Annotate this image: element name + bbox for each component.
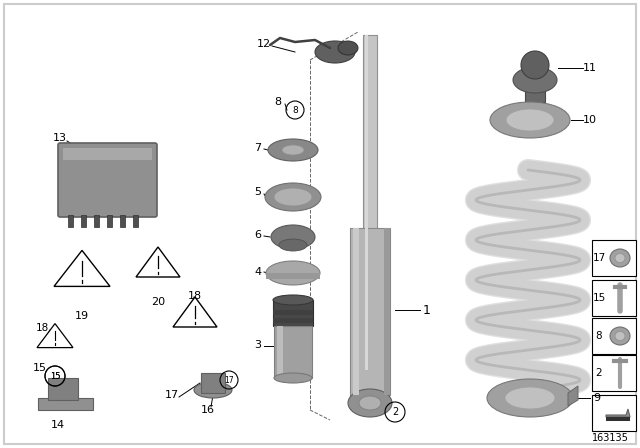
Bar: [38, 398, 93, 410]
Text: 15: 15: [50, 371, 60, 380]
Text: 163135: 163135: [591, 433, 628, 443]
Ellipse shape: [274, 373, 312, 383]
Ellipse shape: [273, 295, 313, 305]
Bar: [266, 273, 320, 279]
Polygon shape: [136, 247, 180, 277]
Bar: [68, 215, 73, 227]
Bar: [592, 395, 636, 431]
Polygon shape: [606, 409, 630, 417]
FancyBboxPatch shape: [58, 143, 157, 217]
Text: 17: 17: [165, 390, 179, 400]
Text: 18: 18: [35, 323, 49, 333]
Bar: [133, 215, 138, 227]
Text: 3: 3: [255, 340, 262, 350]
Ellipse shape: [194, 382, 232, 398]
Ellipse shape: [490, 102, 570, 138]
Ellipse shape: [615, 254, 625, 263]
Bar: [365, 35, 368, 370]
Text: 17: 17: [224, 375, 234, 384]
Bar: [273, 318, 313, 323]
Ellipse shape: [505, 387, 555, 409]
Bar: [353, 228, 359, 395]
Bar: [274, 326, 312, 378]
Text: 10: 10: [583, 115, 597, 125]
Polygon shape: [568, 386, 578, 406]
Ellipse shape: [348, 389, 392, 417]
Bar: [63, 148, 152, 160]
Bar: [273, 310, 313, 315]
Text: 18: 18: [188, 291, 202, 301]
Bar: [120, 215, 125, 227]
Bar: [277, 326, 283, 378]
Text: 4: 4: [255, 267, 262, 277]
Text: 15: 15: [593, 293, 605, 303]
Bar: [592, 355, 636, 391]
Ellipse shape: [338, 41, 358, 55]
Text: 8: 8: [275, 97, 282, 107]
Text: 7: 7: [255, 143, 262, 153]
Polygon shape: [37, 323, 73, 348]
Bar: [525, 80, 545, 102]
Text: 9: 9: [593, 393, 600, 403]
Text: 12: 12: [257, 39, 271, 49]
Bar: [48, 378, 78, 400]
Text: 5: 5: [255, 187, 262, 197]
Text: 8: 8: [292, 105, 298, 115]
Bar: [273, 300, 313, 326]
Bar: [384, 228, 390, 395]
Bar: [592, 318, 636, 354]
Bar: [592, 240, 636, 276]
Ellipse shape: [271, 225, 315, 249]
Text: 8: 8: [596, 331, 602, 341]
Ellipse shape: [610, 249, 630, 267]
Bar: [94, 215, 99, 227]
Ellipse shape: [506, 109, 554, 131]
Ellipse shape: [279, 239, 307, 251]
Ellipse shape: [615, 332, 625, 340]
Text: 2: 2: [392, 407, 398, 417]
Text: 11: 11: [583, 63, 597, 73]
Ellipse shape: [521, 51, 549, 79]
Ellipse shape: [359, 396, 381, 410]
Ellipse shape: [268, 139, 318, 161]
Ellipse shape: [513, 67, 557, 93]
Polygon shape: [54, 250, 110, 286]
Bar: [363, 35, 377, 370]
Text: 6: 6: [255, 230, 262, 240]
Ellipse shape: [265, 183, 321, 211]
Text: 20: 20: [151, 297, 165, 307]
Bar: [81, 215, 86, 227]
Text: 14: 14: [51, 420, 65, 430]
Bar: [606, 417, 630, 421]
Text: 13: 13: [53, 133, 67, 143]
Ellipse shape: [487, 379, 573, 417]
Ellipse shape: [266, 261, 320, 285]
Text: 1: 1: [423, 303, 431, 316]
Text: 16: 16: [201, 405, 215, 415]
Ellipse shape: [610, 327, 630, 345]
Ellipse shape: [274, 188, 312, 206]
Text: 15: 15: [33, 363, 47, 373]
Text: 2: 2: [596, 368, 602, 378]
Bar: [107, 215, 112, 227]
Text: 17: 17: [593, 253, 605, 263]
Text: 15: 15: [50, 371, 60, 380]
Bar: [592, 280, 636, 316]
Polygon shape: [173, 297, 217, 327]
Ellipse shape: [315, 41, 355, 63]
Ellipse shape: [282, 145, 304, 155]
Bar: [350, 228, 390, 395]
Text: 19: 19: [75, 311, 89, 321]
Bar: [201, 373, 225, 393]
